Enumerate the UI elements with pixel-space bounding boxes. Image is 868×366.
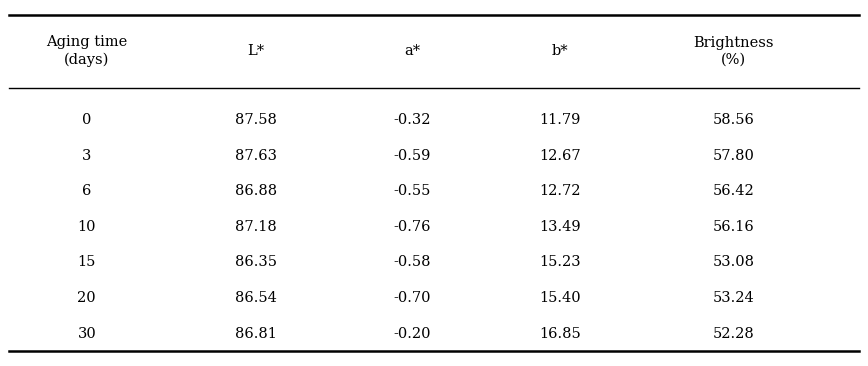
- Text: 57.80: 57.80: [713, 149, 754, 163]
- Text: 53.08: 53.08: [713, 255, 754, 269]
- Text: 20: 20: [77, 291, 96, 305]
- Text: 13.49: 13.49: [539, 220, 581, 234]
- Text: 15.23: 15.23: [539, 255, 581, 269]
- Text: Brightness
(%): Brightness (%): [694, 36, 773, 67]
- Text: 12.67: 12.67: [539, 149, 581, 163]
- Text: 86.35: 86.35: [235, 255, 277, 269]
- Text: 30: 30: [77, 326, 96, 341]
- Text: 87.58: 87.58: [235, 113, 277, 127]
- Text: -0.32: -0.32: [393, 113, 431, 127]
- Text: -0.20: -0.20: [393, 326, 431, 341]
- Text: Aging time
(days): Aging time (days): [46, 36, 128, 67]
- Text: 15.40: 15.40: [539, 291, 581, 305]
- Text: -0.55: -0.55: [393, 184, 431, 198]
- Text: 58.56: 58.56: [713, 113, 754, 127]
- Text: 56.42: 56.42: [713, 184, 754, 198]
- Text: 86.54: 86.54: [235, 291, 277, 305]
- Text: 52.28: 52.28: [713, 326, 754, 341]
- Text: 12.72: 12.72: [539, 184, 581, 198]
- Text: -0.59: -0.59: [393, 149, 431, 163]
- Text: -0.76: -0.76: [393, 220, 431, 234]
- Text: -0.70: -0.70: [393, 291, 431, 305]
- Text: 11.79: 11.79: [539, 113, 581, 127]
- Text: -0.58: -0.58: [393, 255, 431, 269]
- Text: 53.24: 53.24: [713, 291, 754, 305]
- Text: 16.85: 16.85: [539, 326, 581, 341]
- Text: 86.81: 86.81: [235, 326, 277, 341]
- Text: 6: 6: [82, 184, 91, 198]
- Text: 3: 3: [82, 149, 91, 163]
- Text: 86.88: 86.88: [235, 184, 277, 198]
- Text: 15: 15: [77, 255, 96, 269]
- Text: L*: L*: [247, 44, 265, 58]
- Text: 87.63: 87.63: [235, 149, 277, 163]
- Text: b*: b*: [551, 44, 569, 58]
- Text: 0: 0: [82, 113, 91, 127]
- Text: 87.18: 87.18: [235, 220, 277, 234]
- Text: a*: a*: [404, 44, 420, 58]
- Text: 56.16: 56.16: [713, 220, 754, 234]
- Text: 10: 10: [77, 220, 96, 234]
